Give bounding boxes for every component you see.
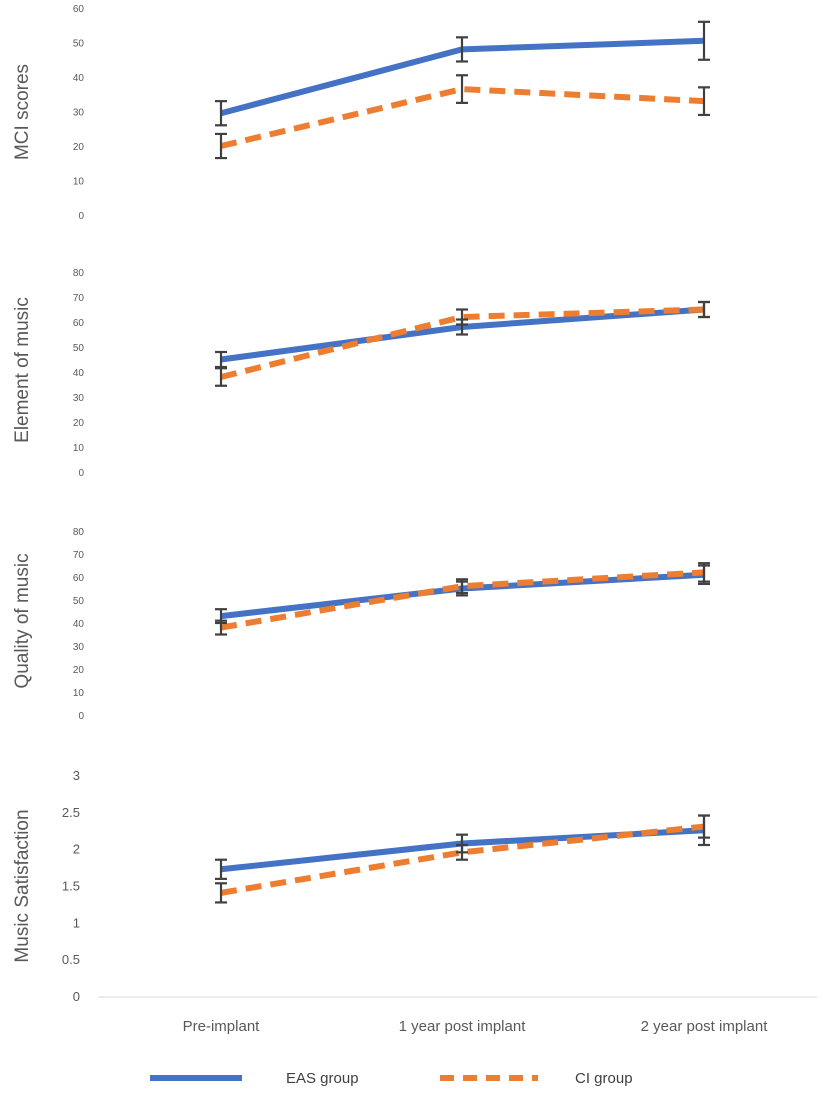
legend-label-ci: CI group xyxy=(575,1070,633,1087)
y-tick-label: 1 xyxy=(73,915,80,930)
legend: EAS group CI group xyxy=(150,1070,633,1087)
y-tick-label: 80 xyxy=(73,527,85,538)
y-tick-label: 50 xyxy=(73,39,85,50)
x-tick-label: 1 year post implant xyxy=(399,1018,527,1035)
panel: 0 0.5 1 1.5 2 2.5 3 Music Satisfaction xyxy=(12,768,710,1004)
panel: 0 10 20 30 40 50 60 70 80 Element of music xyxy=(12,268,710,479)
y-tick-label: 80 xyxy=(73,268,85,279)
y-tick-label: 0 xyxy=(78,211,84,222)
y-tick-label: 10 xyxy=(73,688,85,699)
series-line xyxy=(220,86,705,149)
panel: 0 10 20 30 40 50 60 MCI scores xyxy=(12,4,710,222)
y-axis-label: MCI scores xyxy=(12,64,33,160)
series-line xyxy=(220,823,705,896)
y-tick-label: 1.5 xyxy=(62,879,80,894)
panel: 0 10 20 30 40 50 60 70 80 Quality of music xyxy=(12,527,710,722)
y-tick-label: 0 xyxy=(78,468,84,479)
y-tick-label: 40 xyxy=(73,73,85,84)
series-line xyxy=(220,306,705,380)
y-tick-label: 10 xyxy=(73,177,85,188)
legend-label-eas: EAS group xyxy=(286,1070,359,1087)
y-tick-label: 60 xyxy=(73,4,85,15)
y-tick-label: 0.5 xyxy=(62,952,80,967)
y-tick-label: 40 xyxy=(73,368,85,379)
y-tick-label: 3 xyxy=(73,768,80,783)
y-tick-label: 20 xyxy=(73,418,85,429)
series-line xyxy=(220,569,705,631)
x-axis: Pre-implant 1 year post implant 2 year p… xyxy=(98,996,817,1035)
y-tick-label: 50 xyxy=(73,343,85,354)
y-tick-label: 40 xyxy=(73,619,85,630)
y-tick-label: 50 xyxy=(73,596,85,607)
y-axis-label: Music Satisfaction xyxy=(12,809,33,962)
y-tick-label: 20 xyxy=(73,665,85,676)
y-tick-label: 20 xyxy=(73,142,85,153)
y-axis-label: Element of music xyxy=(12,297,33,443)
y-axis-label: Quality of music xyxy=(12,553,33,688)
y-tick-label: 60 xyxy=(73,573,85,584)
y-tick-label: 60 xyxy=(73,318,85,329)
y-tick-label: 70 xyxy=(73,550,85,561)
x-tick-label: 2 year post implant xyxy=(641,1018,769,1035)
y-tick-label: 0 xyxy=(78,711,84,722)
y-tick-label: 30 xyxy=(73,642,85,653)
y-tick-label: 10 xyxy=(73,443,85,454)
y-tick-label: 2.5 xyxy=(62,805,80,820)
y-tick-label: 70 xyxy=(73,293,85,304)
y-tick-label: 0 xyxy=(73,989,80,1004)
y-tick-label: 2 xyxy=(73,842,80,857)
y-tick-label: 30 xyxy=(73,393,85,404)
x-tick-label: Pre-implant xyxy=(183,1018,261,1035)
y-tick-label: 30 xyxy=(73,108,85,119)
